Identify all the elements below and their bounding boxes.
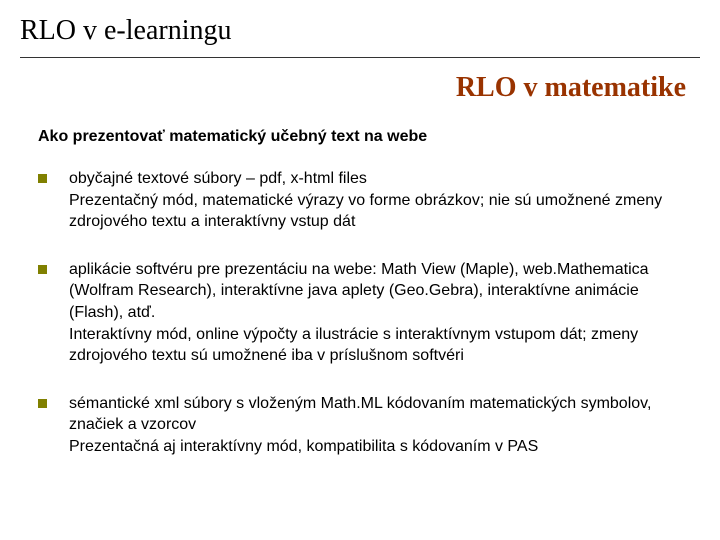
square-bullet-icon (38, 174, 47, 183)
bullet-text: obyčajné textové súbory – pdf, x-html fi… (69, 168, 686, 233)
square-bullet-icon (38, 399, 47, 408)
slide-header: RLO v e-learningu (20, 15, 700, 58)
square-bullet-icon (38, 265, 47, 274)
slide-subtitle: RLO v matematike (456, 72, 686, 104)
bullet-text: aplikácie softvéru pre prezentáciu na we… (69, 259, 686, 367)
list-item: sémantické xml súbory s vloženým Math.ML… (38, 393, 686, 458)
bullet-list: obyčajné textové súbory – pdf, x-html fi… (38, 168, 686, 484)
list-item: obyčajné textové súbory – pdf, x-html fi… (38, 168, 686, 233)
intro-text: Ako prezentovať matematický učebný text … (38, 128, 427, 146)
slide: RLO v e-learningu RLO v matematike Ako p… (0, 0, 720, 540)
list-item: aplikácie softvéru pre prezentáciu na we… (38, 259, 686, 367)
header-title: RLO v e-learningu (20, 15, 700, 47)
bullet-text: sémantické xml súbory s vloženým Math.ML… (69, 393, 686, 458)
